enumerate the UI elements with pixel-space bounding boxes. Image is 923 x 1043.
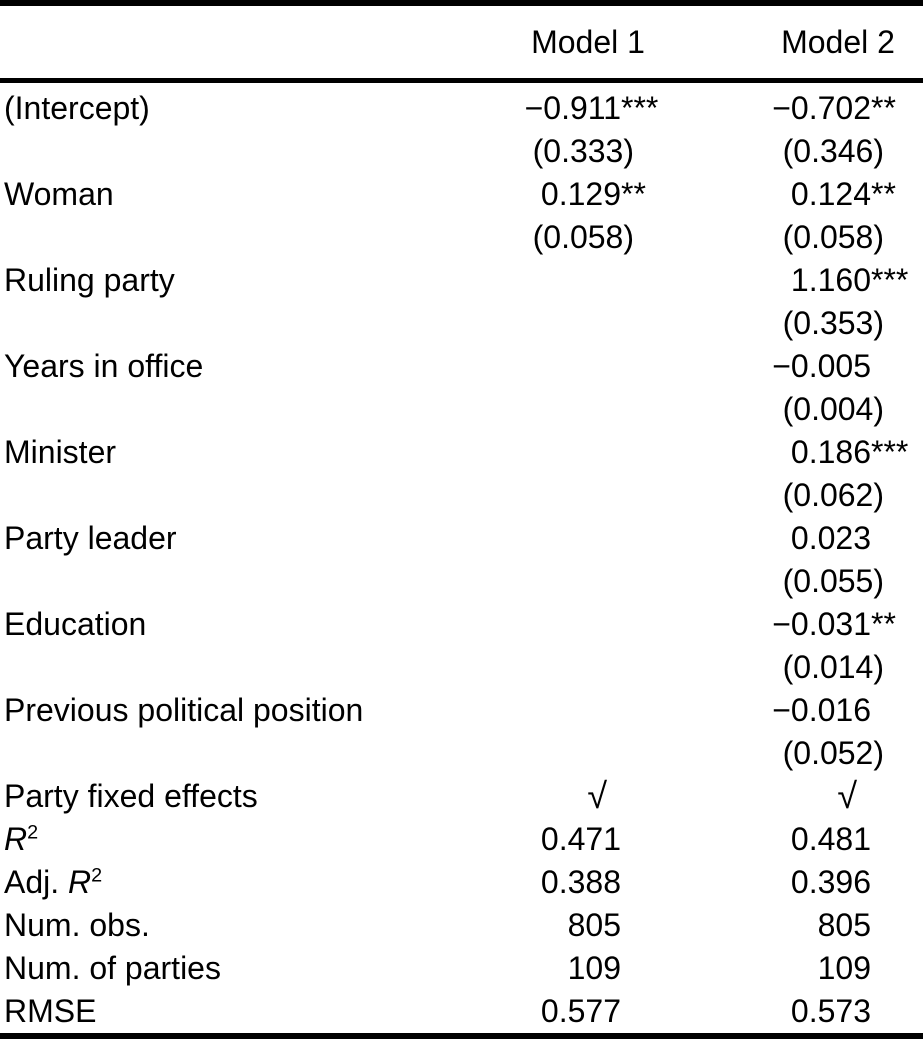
table-row-years-in-office: Years in office −0.005 (0.004) bbox=[0, 345, 923, 431]
table-row-education: Education −0.031 ** (0.014) bbox=[0, 603, 923, 689]
std-error: (0.055) bbox=[782, 563, 884, 599]
model1-cell: −0.911 *** (0.333) bbox=[415, 87, 665, 173]
std-error: (0.004) bbox=[782, 391, 884, 427]
coef-value: −0.005 bbox=[772, 348, 871, 384]
stat-value: 0.577 bbox=[540, 993, 621, 1029]
significance-stars: ** bbox=[621, 176, 646, 212]
significance-stars: ** bbox=[871, 90, 896, 126]
table-row-rmse: RMSE 0.577 0.573 bbox=[0, 990, 923, 1033]
std-error: (0.058) bbox=[532, 219, 634, 255]
model2-cell: 0.186 *** (0.062) bbox=[665, 431, 915, 517]
significance-stars: *** bbox=[871, 262, 909, 298]
model1-cell: 0.129 ** (0.058) bbox=[415, 173, 665, 259]
model2-cell: 0.023 (0.055) bbox=[665, 517, 915, 603]
model1-cell bbox=[415, 345, 665, 431]
table-row-ruling-party: Ruling party 1.160 *** (0.353) bbox=[0, 259, 923, 345]
table-row-minister: Minister 0.186 *** (0.062) bbox=[0, 431, 923, 517]
model1-cell bbox=[415, 431, 665, 517]
significance-stars: *** bbox=[621, 90, 659, 126]
table-row-num-parties: Num. of parties 109 109 bbox=[0, 947, 923, 990]
model2-cell: 1.160 *** (0.353) bbox=[665, 259, 915, 345]
model2-cell: −0.031 ** (0.014) bbox=[665, 603, 915, 689]
model2-cell: −0.016 (0.052) bbox=[665, 689, 915, 775]
model1-cell bbox=[415, 603, 665, 689]
stat-value: 805 bbox=[567, 907, 621, 943]
column-header-model-2: Model 2 bbox=[781, 23, 895, 60]
table-row-party-leader: Party leader 0.023 (0.055) bbox=[0, 517, 923, 603]
row-label: Education bbox=[4, 606, 147, 642]
stat-value: 805 bbox=[817, 907, 871, 943]
top-rule bbox=[0, 0, 923, 6]
header-rule bbox=[0, 78, 923, 83]
table-row-previous-political-position: Previous political position −0.016 (0.05… bbox=[0, 689, 923, 775]
model2-cell: −0.005 (0.004) bbox=[665, 345, 915, 431]
checkmark-icon: √ bbox=[837, 776, 857, 816]
stat-value: 109 bbox=[817, 950, 871, 986]
model1-cell bbox=[415, 689, 665, 775]
row-label: Party leader bbox=[4, 520, 177, 556]
stat-value: 109 bbox=[567, 950, 621, 986]
significance-stars: ** bbox=[871, 176, 896, 212]
std-error: (0.333) bbox=[532, 133, 634, 169]
coef-value: 0.124 bbox=[790, 176, 871, 212]
coef-value: −0.016 bbox=[772, 692, 871, 728]
coef-value: 1.160 bbox=[790, 262, 871, 298]
model1-cell bbox=[415, 517, 665, 603]
coef-value: −0.031 bbox=[772, 606, 871, 642]
model1-cell bbox=[415, 259, 665, 345]
table-row-woman: Woman 0.129 ** (0.058) 0.124 ** (0.058) bbox=[0, 173, 923, 259]
bottom-rule bbox=[0, 1033, 923, 1039]
stat-value: 0.573 bbox=[790, 993, 871, 1029]
stat-value: 0.388 bbox=[540, 864, 621, 900]
row-label: Woman bbox=[4, 176, 114, 212]
table-row-party-fixed-effects: Party fixed effects √ √ bbox=[0, 775, 923, 818]
stat-value: 0.396 bbox=[790, 864, 871, 900]
table-body: (Intercept) −0.911 *** (0.333) −0.702 ** (… bbox=[0, 83, 923, 1033]
column-header-model-1: Model 1 bbox=[531, 23, 645, 60]
row-label: (Intercept) bbox=[4, 90, 150, 126]
coef-value: −0.702 bbox=[772, 90, 871, 126]
stat-value: 0.471 bbox=[540, 821, 621, 857]
std-error: (0.058) bbox=[782, 219, 884, 255]
std-error: (0.052) bbox=[782, 735, 884, 771]
coef-value: −0.911 bbox=[524, 90, 621, 126]
significance-stars: *** bbox=[871, 434, 909, 470]
row-label: Num. of parties bbox=[4, 950, 221, 986]
significance-stars bbox=[871, 689, 915, 732]
table-row-adj-r-squared: Adj. R2 0.388 0.396 bbox=[0, 861, 923, 904]
checkmark-icon: √ bbox=[587, 776, 607, 816]
coef-value: 0.129 bbox=[540, 176, 621, 212]
coef-value: 0.023 bbox=[790, 520, 871, 556]
row-label: Adj. R2 bbox=[4, 864, 103, 900]
table-row-intercept: (Intercept) −0.911 *** (0.333) −0.702 ** (… bbox=[0, 87, 923, 173]
row-label: Ruling party bbox=[4, 262, 175, 298]
table-row-r-squared: R2 0.471 0.481 bbox=[0, 818, 923, 861]
table-row-num-obs: Num. obs. 805 805 bbox=[0, 904, 923, 947]
significance-stars bbox=[871, 345, 915, 388]
model2-cell: −0.702 ** (0.346) bbox=[665, 87, 915, 173]
std-error: (0.353) bbox=[782, 305, 884, 341]
row-label: Minister bbox=[4, 434, 117, 470]
model2-cell: 0.124 ** (0.058) bbox=[665, 173, 915, 259]
coef-value: 0.186 bbox=[790, 434, 871, 470]
std-error: (0.014) bbox=[782, 649, 884, 685]
row-label: Party fixed effects bbox=[4, 778, 258, 814]
row-label: Years in office bbox=[4, 348, 204, 384]
stat-value: 0.481 bbox=[790, 821, 871, 857]
table-header-row: Model 1 Model 2 bbox=[0, 6, 923, 78]
row-label: Num. obs. bbox=[4, 907, 150, 943]
std-error: (0.346) bbox=[782, 133, 884, 169]
row-label: R2 bbox=[4, 821, 39, 857]
significance-stars bbox=[871, 517, 915, 560]
row-label: Previous political position bbox=[4, 692, 364, 728]
std-error: (0.062) bbox=[782, 477, 884, 513]
row-label: RMSE bbox=[4, 993, 97, 1029]
significance-stars: ** bbox=[871, 606, 896, 642]
